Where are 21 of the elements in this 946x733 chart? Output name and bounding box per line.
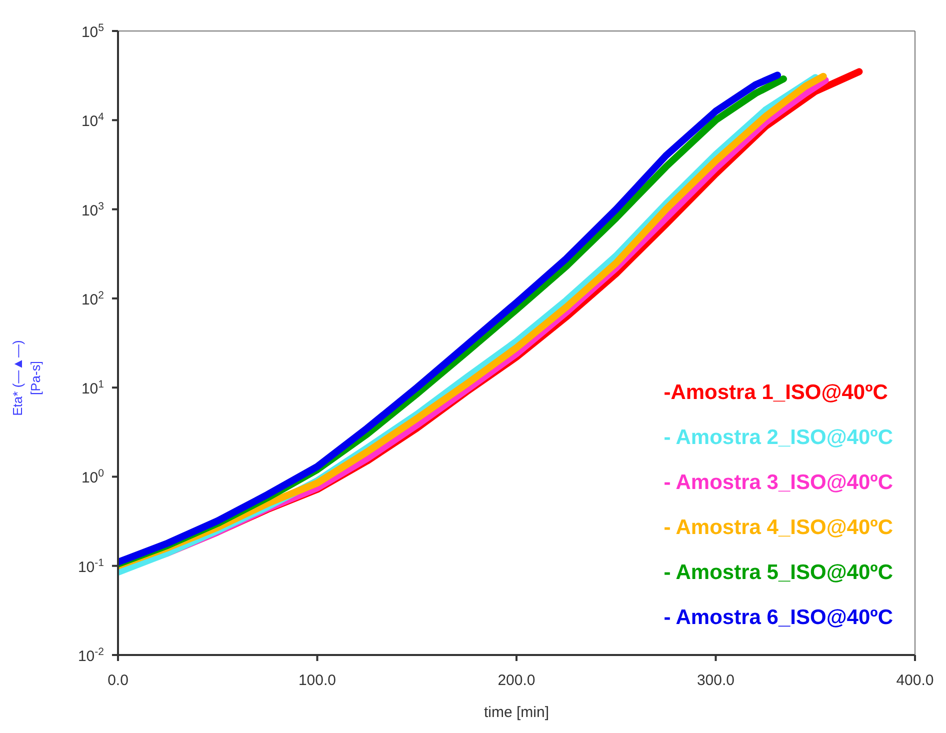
y-tick-label: 10$^{1}$ — [81, 378, 104, 398]
y-axis-title: Eta* (—▲—) [Pa-s] — [10, 340, 43, 416]
x-tick-label: 200.0 — [498, 672, 536, 689]
y-tick-label: 10$^{-1}$ — [78, 556, 104, 576]
text: - Amostra 3_ISO@40ºC — [664, 471, 893, 494]
text: - Amostra 4_ISO@40ºC — [664, 516, 893, 539]
text: - Amostra 2_ISO@40ºC — [664, 426, 893, 449]
x-tick-label: 0.0 — [108, 672, 128, 689]
y-tick-label: 10$^{5}$ — [81, 22, 104, 41]
y-tick-label: 10$^{2}$ — [81, 289, 104, 308]
x-tick-label: 400.0 — [896, 672, 934, 689]
text: - Amostra 6_ISO@40ºC — [664, 606, 893, 629]
y-tick-label: 10$^{-2}$ — [78, 646, 104, 665]
x-tick-label: 100.0 — [298, 672, 336, 689]
x-tick-label: 300.0 — [696, 672, 735, 689]
x-axis-title: time [min] — [484, 704, 550, 721]
y-tick-label: 10$^{0}$ — [81, 468, 104, 487]
y-tick-label: 10$^{4}$ — [81, 111, 104, 130]
text: - Amostra 5_ISO@40ºC — [664, 561, 893, 584]
y-tick-label: 10$^{3}$ — [81, 200, 104, 220]
text: -Amostra 1_ISO@40ºC — [664, 381, 888, 404]
